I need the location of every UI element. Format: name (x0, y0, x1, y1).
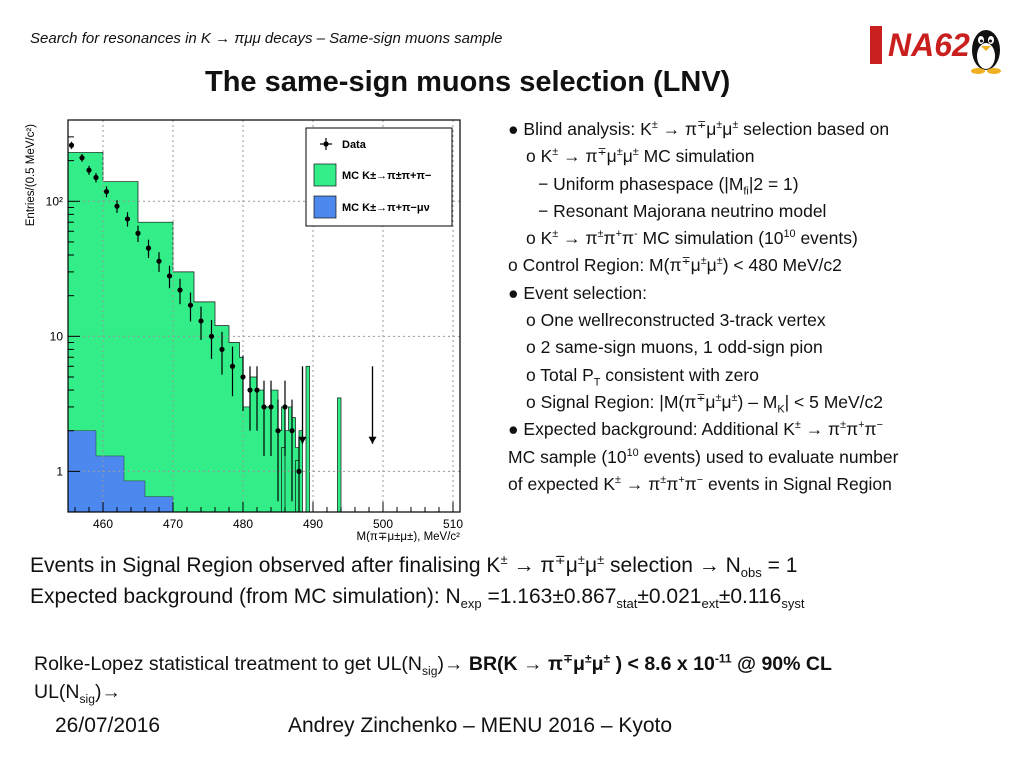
bullet-line: o One wellreconstructed 3-track vertex (526, 310, 826, 331)
footer-author: Andrey Zinchenko – MENU 2016 – Kyoto (288, 714, 673, 737)
data-point (219, 346, 225, 353)
data-point (68, 142, 75, 148)
data-point (177, 287, 183, 293)
results-block: Events in Signal Region observed after f… (30, 550, 805, 612)
bullet-line: MC sample (1010 events) used to evaluate… (508, 446, 899, 467)
data-point (187, 302, 194, 308)
legend-data-marker (323, 141, 329, 147)
data-point (198, 318, 204, 324)
data-point (79, 155, 85, 161)
footer-date: 26/07/2016 (55, 714, 161, 737)
x-tick-label: 510 (443, 517, 463, 531)
data-point (261, 404, 267, 410)
legend-entry: MC K±→π±π+π− (342, 170, 431, 182)
data-point (166, 273, 173, 279)
legend-mc-3pi-swatch (313, 163, 337, 187)
x-tick-label: 500 (373, 517, 393, 531)
data-point (93, 174, 99, 181)
plot-frame (67, 119, 461, 513)
data-point (135, 230, 141, 236)
bullet-line: o K± → π±π+π- MC simulation (1010 events… (526, 228, 858, 249)
na62-logo: NA62 (870, 26, 1001, 74)
bullet-line: o Signal Region: |M(π∓μ±μ±) – MK| < 5 Me… (526, 391, 884, 416)
y-tick-label: 10² (46, 194, 63, 208)
data-point (103, 188, 110, 195)
logo-text: NA62 (888, 27, 970, 63)
rolke-lopez-line: Rolke-Lopez statistical treatment to get… (34, 651, 832, 678)
data-point (275, 428, 281, 434)
data-point (254, 387, 260, 393)
bullet-line: ● Expected background: Additional K± → π… (508, 419, 883, 440)
data-point (124, 216, 131, 222)
signal-region-arrowhead (298, 436, 307, 444)
data-point (208, 333, 215, 339)
data-point (156, 258, 162, 264)
bullet-line: o Total PT consistent with zero (526, 364, 759, 389)
upper-limit-block: Rolke-Lopez statistical treatment to get… (34, 650, 832, 706)
mc-3pi-bin (281, 447, 286, 513)
x-tick-label: 460 (93, 517, 113, 531)
bullet-line: − Uniform phasespace (|Mfi|2 = 1) (538, 173, 799, 198)
data-point (268, 404, 274, 410)
y-axis-label: Entries/(0.5 MeV/c²) (25, 124, 37, 226)
analysis-bullets: ● Blind analysis: K± → π∓μ±μ± selection … (508, 116, 1008, 498)
tux-penguin-icon (971, 30, 1001, 74)
legend-entry: MC K±→π+π−μν (342, 202, 430, 214)
x-tick-label: 490 (303, 517, 323, 531)
data-point (296, 468, 302, 474)
bullet-line: of expected K± → π±π+π− events in Signal… (508, 473, 892, 494)
mc-3pi-bin (305, 365, 310, 513)
bullet-line: o K± → π∓μ±μ± MC simulation (526, 146, 755, 167)
data-point (86, 167, 92, 173)
data-point (229, 363, 236, 369)
data-point (145, 245, 152, 251)
signal-region-arrowhead (368, 436, 377, 444)
slide-title: The same-sign muons selection (LNV) (205, 66, 731, 98)
data-point (282, 404, 288, 410)
bullet-line: o 2 same-sign muons, 1 odd-sign pion (526, 337, 823, 358)
legend-entry: Data (342, 139, 367, 151)
ul-line: UL(Nsig)→ (34, 681, 121, 706)
mass-histogram: 460 470 480 490 500 510 1 10 10² M(π∓μ±μ±), MeV/c… (25, 119, 463, 542)
slide-subtitle: Search for resonances in K → πμμ decays … (30, 30, 503, 47)
bullet-line: − Resonant Majorana neutrino model (538, 200, 827, 221)
x-tick-label: 470 (163, 517, 183, 531)
data-point (247, 387, 253, 393)
data-point (240, 374, 246, 380)
bullet-line: ● Blind analysis: K± → π∓μ±μ± selection … (508, 119, 890, 139)
y-tick-label: 10 (50, 329, 64, 343)
x-tick-label: 480 (233, 517, 253, 531)
data-point (114, 203, 120, 209)
x-axis-label: M(π∓μ±μ±), MeV/c² (357, 531, 461, 542)
y-tick-label: 1 (56, 464, 63, 478)
data-point (289, 428, 295, 434)
expected-background-line: Expected background (from MC simulation)… (30, 585, 805, 612)
logo-red-stripe (870, 26, 882, 64)
mc-3pi-bin (337, 397, 342, 513)
legend-mc-pimunu-swatch (313, 195, 337, 219)
bullet-line: ● Event selection: (508, 282, 647, 303)
observed-events-line: Events in Signal Region observed after f… (30, 552, 798, 581)
bullet-line: o Control Region: M(π∓μ±μ±) < 480 MeV/c2 (508, 255, 842, 276)
